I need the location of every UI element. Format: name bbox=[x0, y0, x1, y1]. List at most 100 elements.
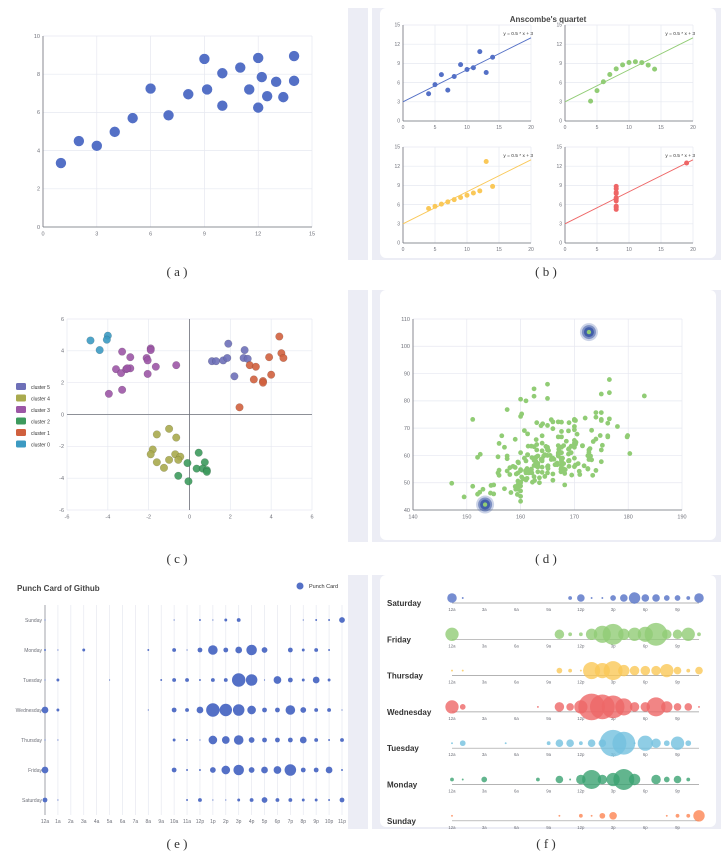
data-point bbox=[606, 416, 612, 422]
chart-title: Punch Card of Github bbox=[17, 584, 100, 593]
x-tick-label: 10 bbox=[626, 125, 632, 131]
data-point bbox=[589, 427, 595, 433]
y-tick-label: 0 bbox=[37, 225, 40, 231]
data-point bbox=[198, 769, 201, 771]
x-tick-label: -4 bbox=[105, 515, 110, 521]
x-tick-label: 12a bbox=[448, 752, 456, 757]
data-point bbox=[507, 472, 513, 477]
data-point bbox=[198, 619, 201, 621]
data-point bbox=[520, 476, 526, 482]
data-point bbox=[585, 453, 591, 459]
data-point bbox=[432, 82, 438, 88]
data-point bbox=[275, 798, 280, 802]
x-tick-label: 6a bbox=[514, 680, 519, 685]
x-tick-label: 6a bbox=[514, 752, 519, 757]
data-point bbox=[674, 595, 681, 601]
x-tick-label: 12a bbox=[448, 716, 456, 721]
data-point bbox=[573, 462, 578, 468]
data-point bbox=[261, 797, 268, 803]
data-point bbox=[651, 738, 661, 748]
data-point bbox=[598, 447, 604, 453]
data-point bbox=[490, 54, 496, 60]
data-point bbox=[601, 597, 604, 599]
regression-label: y = 0.5 * x + 3 bbox=[665, 153, 695, 159]
data-point bbox=[118, 347, 127, 356]
data-point bbox=[662, 629, 672, 640]
data-point bbox=[255, 71, 268, 83]
data-point bbox=[663, 595, 670, 601]
caption-b: ( b ) bbox=[535, 264, 557, 279]
x-tick-label: 0 bbox=[188, 515, 191, 521]
x-tick-label: 160 bbox=[516, 515, 525, 521]
data-point bbox=[312, 676, 320, 684]
x-tick-label: 2 bbox=[229, 515, 232, 521]
x-tick-label: 9p bbox=[675, 607, 680, 612]
data-point bbox=[629, 665, 640, 676]
data-point bbox=[459, 704, 466, 710]
data-point bbox=[287, 737, 293, 743]
data-point bbox=[147, 709, 149, 711]
day-label: Monday bbox=[387, 781, 418, 790]
data-point bbox=[198, 798, 202, 802]
data-point bbox=[300, 767, 306, 773]
data-point bbox=[569, 472, 575, 478]
x-tick-label: 20 bbox=[528, 125, 534, 131]
data-point bbox=[518, 498, 523, 504]
data-point bbox=[582, 415, 588, 421]
data-point bbox=[566, 458, 572, 464]
data-point bbox=[628, 773, 641, 786]
legend-swatch bbox=[16, 429, 26, 436]
data-point bbox=[598, 391, 604, 397]
data-point bbox=[675, 813, 680, 818]
data-point bbox=[523, 469, 529, 475]
data-point bbox=[172, 738, 176, 742]
data-point bbox=[56, 678, 60, 682]
data-point bbox=[572, 417, 577, 423]
data-point bbox=[521, 428, 527, 433]
x-tick-label: 12p bbox=[577, 752, 585, 757]
y-tick-label: 0 bbox=[397, 241, 400, 247]
legend-label: cluster 1 bbox=[31, 431, 50, 437]
x-tick-label: 3p bbox=[611, 607, 616, 612]
data-point bbox=[550, 419, 556, 425]
data-point bbox=[646, 697, 666, 717]
x-tick-label: 4 bbox=[270, 515, 273, 521]
data-point bbox=[566, 703, 574, 711]
data-point bbox=[208, 645, 218, 655]
y-tick-label: 2 bbox=[61, 381, 64, 387]
data-point bbox=[233, 764, 244, 776]
data-point bbox=[572, 427, 577, 433]
x-tick-label: 170 bbox=[570, 515, 579, 521]
data-point bbox=[447, 593, 457, 603]
data-point bbox=[144, 82, 157, 95]
data-point bbox=[615, 698, 633, 716]
data-point bbox=[458, 194, 464, 200]
data-point bbox=[451, 814, 453, 817]
data-point bbox=[626, 60, 632, 66]
data-point bbox=[451, 742, 453, 745]
y-tick-label: 8 bbox=[37, 72, 40, 78]
data-point bbox=[499, 433, 505, 439]
x-tick-label: 9 bbox=[203, 232, 206, 238]
x-tick-label: 180 bbox=[624, 515, 633, 521]
data-point bbox=[673, 775, 682, 784]
legend-swatch bbox=[16, 383, 26, 390]
data-point bbox=[681, 627, 695, 641]
data-point bbox=[224, 339, 233, 348]
panel-a-gap bbox=[348, 8, 368, 260]
data-point bbox=[613, 189, 619, 195]
x-tick-label: 0 bbox=[564, 125, 567, 131]
y-tick-label: 15 bbox=[394, 145, 400, 151]
x-tick-label: -2 bbox=[146, 515, 151, 521]
data-point bbox=[534, 420, 540, 426]
y-tick-label: 15 bbox=[556, 145, 562, 151]
data-point bbox=[209, 767, 216, 773]
data-point bbox=[606, 390, 612, 396]
data-point bbox=[143, 369, 152, 378]
y-tick-label: Thursday bbox=[21, 738, 42, 744]
x-tick-label: 9a bbox=[546, 789, 551, 794]
data-point bbox=[645, 62, 651, 68]
data-point bbox=[341, 769, 343, 771]
